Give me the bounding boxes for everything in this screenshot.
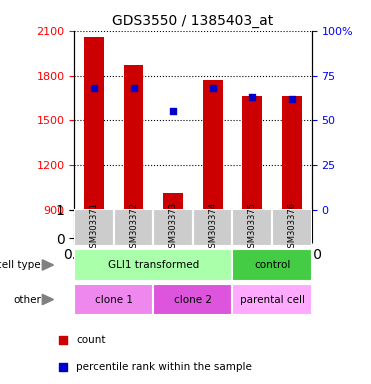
Text: GSM303374: GSM303374 [208, 202, 217, 253]
Bar [193, 209, 233, 246]
Title: GDS3550 / 1385403_at: GDS3550 / 1385403_at [112, 14, 273, 28]
Bar [114, 209, 153, 246]
Text: percentile rank within the sample: percentile rank within the sample [76, 362, 252, 372]
Point [60, 364, 66, 370]
Bar [163, 194, 183, 210]
Text: other: other [13, 295, 41, 305]
Text: GSM303372: GSM303372 [129, 202, 138, 253]
Bar [74, 284, 153, 315]
Bar [282, 96, 302, 210]
Text: GSM303376: GSM303376 [288, 202, 296, 253]
Bar [233, 284, 312, 315]
Text: parental cell: parental cell [240, 295, 305, 305]
Bar [203, 80, 223, 210]
Point [249, 94, 255, 100]
Text: control: control [254, 260, 290, 270]
Point [91, 85, 97, 91]
Bar [74, 250, 233, 280]
Bar [233, 250, 312, 280]
Bar [153, 209, 193, 246]
Bar [242, 96, 262, 210]
Bar [233, 209, 272, 246]
Text: clone 1: clone 1 [95, 295, 133, 305]
Point [170, 108, 176, 114]
Polygon shape [42, 260, 53, 270]
Text: GSM303373: GSM303373 [169, 202, 178, 253]
Text: count: count [76, 335, 106, 345]
Point [289, 96, 295, 102]
Point [131, 85, 137, 91]
Text: GLI1 transformed: GLI1 transformed [108, 260, 199, 270]
Polygon shape [42, 294, 53, 305]
Bar [74, 209, 114, 246]
Bar [153, 284, 233, 315]
Point [210, 85, 216, 91]
Text: GSM303375: GSM303375 [248, 202, 257, 253]
Point [60, 337, 66, 343]
Bar [272, 209, 312, 246]
Bar [84, 37, 104, 210]
Text: GSM303371: GSM303371 [89, 202, 98, 253]
Bar [124, 65, 144, 210]
Text: clone 2: clone 2 [174, 295, 212, 305]
Text: cell type: cell type [0, 260, 41, 270]
